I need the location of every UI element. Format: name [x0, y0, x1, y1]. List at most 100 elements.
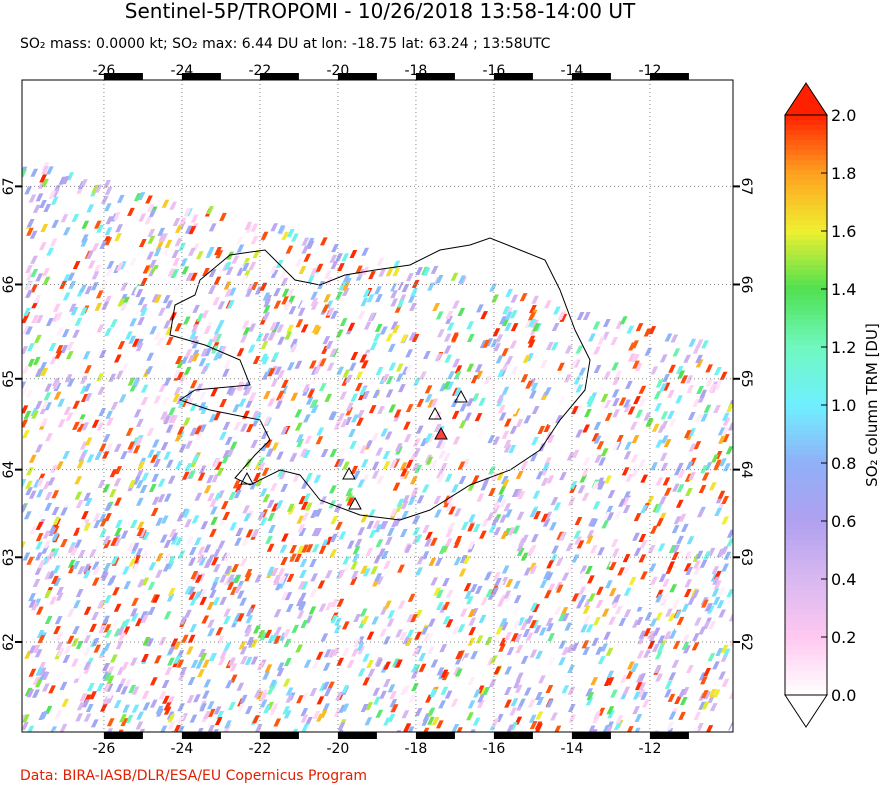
- speckle: [703, 667, 711, 676]
- speckle: [80, 234, 89, 243]
- volcano: [454, 389, 468, 403]
- speckle: [154, 294, 162, 303]
- speckle: [286, 573, 295, 582]
- speckle: [239, 597, 248, 606]
- speckle: [458, 568, 467, 577]
- speckle: [147, 229, 156, 238]
- speckle: [190, 214, 199, 223]
- speckle: [140, 396, 149, 405]
- speckle: [196, 554, 205, 563]
- speckle: [274, 366, 282, 375]
- speckle: [581, 640, 590, 649]
- speckle: [245, 283, 254, 292]
- colorbar-cell: [785, 430, 827, 436]
- speckle: [625, 726, 634, 732]
- colorbar-cell: [785, 405, 827, 411]
- speckle: [694, 617, 702, 626]
- colorbar-cell: [785, 660, 827, 666]
- speckle: [22, 479, 27, 488]
- speckle: [352, 546, 361, 555]
- speckle: [25, 281, 33, 290]
- speckle: [40, 223, 49, 232]
- colorbar-cell: [785, 470, 827, 476]
- speckle: [222, 450, 231, 459]
- speckle: [637, 689, 646, 698]
- speckle: [474, 364, 483, 373]
- speckle: [40, 418, 48, 427]
- speckle: [141, 550, 149, 559]
- speckle: [580, 624, 588, 633]
- speckle: [270, 378, 279, 387]
- speckle: [104, 629, 113, 638]
- speckle: [405, 638, 413, 647]
- speckle: [93, 520, 101, 529]
- speckle: [547, 434, 555, 443]
- speckle: [185, 440, 193, 449]
- speckle: [112, 587, 120, 596]
- speckle: [310, 301, 319, 310]
- speckle: [565, 543, 574, 552]
- speckle: [435, 720, 444, 729]
- speckle: [244, 656, 253, 665]
- speckle: [140, 384, 149, 393]
- speckle: [98, 349, 107, 358]
- speckle: [515, 470, 524, 479]
- speckle: [60, 214, 69, 223]
- speckle: [203, 485, 212, 494]
- speckle: [103, 624, 112, 633]
- speckle: [74, 476, 83, 485]
- speckle: [200, 366, 209, 375]
- speckle: [373, 333, 381, 342]
- speckle: [534, 691, 543, 700]
- colorbar-cell: [785, 140, 827, 146]
- speckle: [501, 430, 510, 439]
- speckle: [424, 394, 433, 403]
- speckle: [91, 577, 100, 586]
- speckle: [277, 225, 286, 234]
- speckle: [244, 705, 253, 714]
- speckle: [681, 603, 690, 612]
- speckle: [705, 725, 714, 732]
- speckle: [238, 398, 247, 407]
- speckle: [626, 325, 635, 334]
- speckle: [695, 550, 704, 559]
- speckle: [722, 648, 731, 657]
- speckle: [98, 443, 107, 452]
- speckle: [431, 717, 440, 726]
- speckle: [531, 319, 539, 328]
- speckle: [231, 255, 240, 264]
- speckle: [718, 671, 726, 680]
- speckle: [402, 636, 411, 645]
- speckle: [403, 434, 412, 443]
- speckle: [368, 529, 377, 538]
- speckle: [464, 590, 473, 599]
- speckle: [478, 614, 487, 623]
- speckle: [412, 527, 421, 536]
- tick-bar: [733, 185, 740, 188]
- speckle: [595, 599, 604, 608]
- speckle: [42, 307, 51, 316]
- speckle: [612, 376, 621, 385]
- speckle: [320, 633, 329, 642]
- volcano: [240, 471, 254, 485]
- speckle: [503, 590, 512, 599]
- speckle: [122, 566, 130, 575]
- speckle: [389, 699, 398, 708]
- speckle: [100, 195, 109, 204]
- speckle: [56, 587, 64, 596]
- speckle: [241, 320, 250, 329]
- speckle: [233, 422, 242, 431]
- speckle: [654, 504, 663, 513]
- speckle: [227, 702, 236, 711]
- speckle: [669, 630, 677, 639]
- speckle: [523, 687, 532, 696]
- speckle: [655, 439, 664, 448]
- speckle: [148, 374, 156, 383]
- speckle: [259, 692, 268, 701]
- speckle: [695, 359, 704, 368]
- speckle: [644, 612, 653, 621]
- speckle: [510, 698, 519, 707]
- speckle: [149, 259, 157, 268]
- lat-label: 64: [738, 461, 754, 479]
- speckle: [232, 480, 241, 489]
